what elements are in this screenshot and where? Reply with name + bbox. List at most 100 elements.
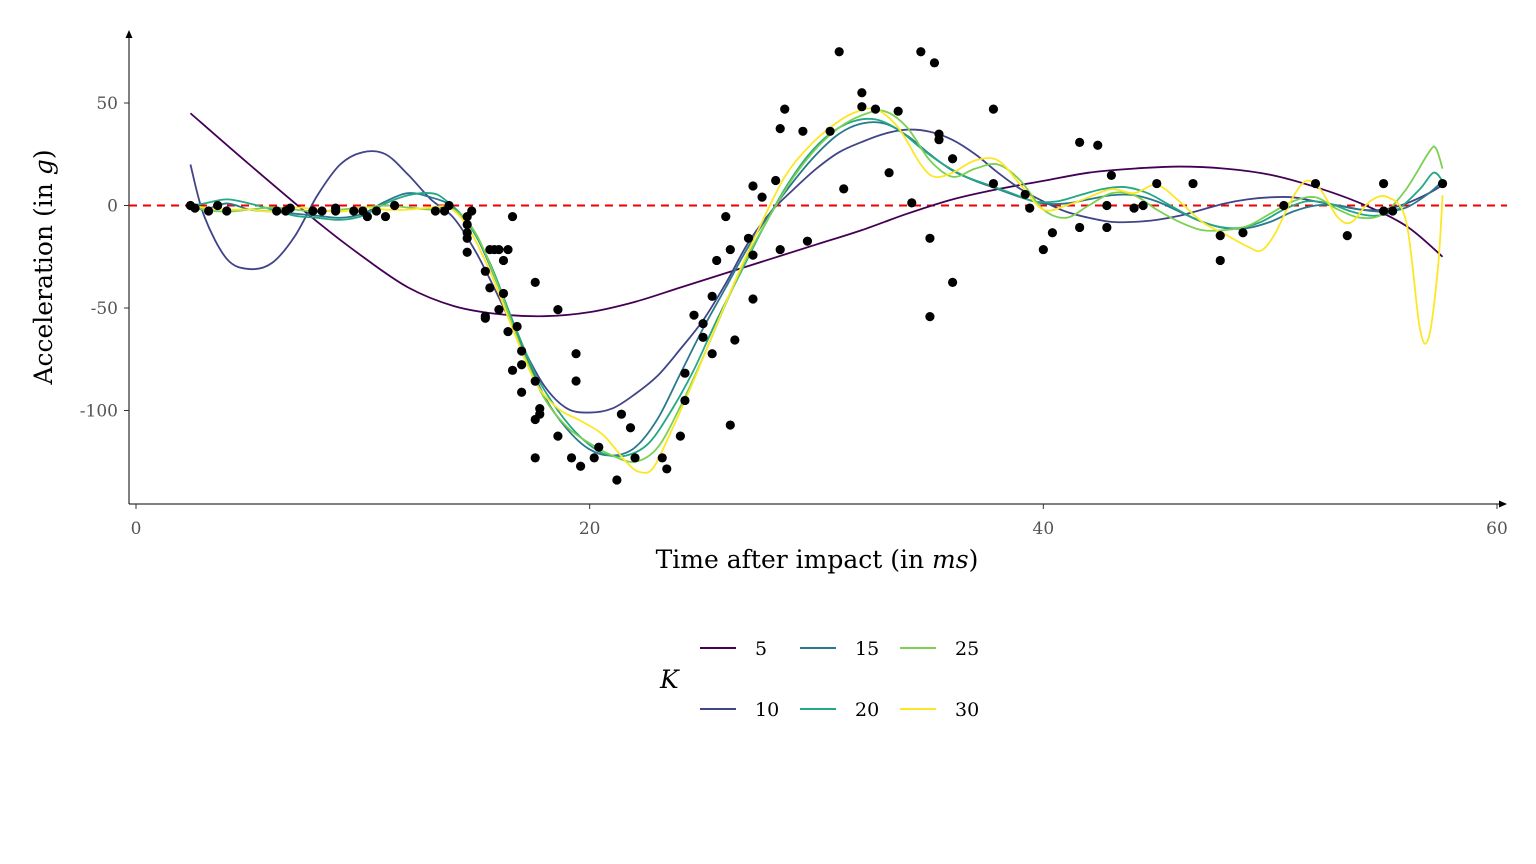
data-point: [730, 335, 740, 345]
data-point: [517, 387, 527, 397]
data-point: [1129, 203, 1139, 213]
data-point: [535, 404, 545, 414]
data-point: [517, 346, 527, 356]
data-point: [775, 124, 785, 134]
data-point: [285, 203, 295, 213]
data-point: [712, 255, 722, 266]
data-point: [1388, 206, 1398, 216]
data-point: [698, 318, 708, 329]
data-point: [430, 206, 441, 216]
data-point: [517, 360, 527, 370]
data-point: [222, 206, 232, 216]
data-point: [780, 104, 790, 114]
data-point: [571, 376, 581, 386]
data-point: [916, 47, 926, 57]
data-point: [575, 461, 586, 471]
data-point: [272, 206, 282, 216]
x-tick-label: 0: [131, 519, 142, 539]
data-point: [380, 211, 391, 222]
data-point: [771, 175, 781, 186]
data-point: [725, 244, 735, 255]
x-tick-label: 40: [1033, 519, 1055, 539]
data-point: [467, 206, 477, 216]
data-point: [948, 154, 958, 164]
data-point: [530, 453, 540, 463]
data-point: [625, 423, 636, 433]
data-point: [389, 200, 400, 211]
data-point: [743, 233, 754, 243]
y-axis-arrow: [125, 30, 133, 38]
data-point: [190, 203, 200, 213]
legend-label-k30: 30: [955, 699, 979, 721]
data-point: [662, 464, 672, 474]
data-point: [1342, 231, 1352, 241]
data-point: [707, 349, 717, 359]
data-point: [707, 291, 717, 301]
data-point: [203, 206, 214, 216]
data-point: [748, 250, 758, 260]
data-point: [988, 104, 999, 114]
data-point: [988, 178, 999, 189]
data-point: [1075, 222, 1085, 233]
data-point: [571, 349, 581, 359]
legend-label-k20: 20: [855, 699, 879, 721]
data-point: [1106, 170, 1116, 180]
data-point: [616, 409, 627, 419]
data-point: [1152, 178, 1162, 189]
series-line-k5: [189, 112, 1444, 318]
y-ticks: 50 0 -50 -100: [80, 94, 129, 422]
data-point: [907, 198, 917, 208]
x-ticks: 0 20 40 60: [131, 504, 1508, 539]
data-point: [948, 277, 958, 287]
series-layer: [189, 107, 1444, 474]
data-point: [1075, 137, 1085, 147]
data-point: [1102, 222, 1112, 233]
data-point: [1188, 178, 1198, 189]
x-axis-arrow: [1499, 500, 1507, 508]
data-point: [498, 255, 509, 266]
data-point: [893, 106, 903, 116]
y-tick-label: -50: [91, 299, 118, 319]
data-point: [1238, 228, 1248, 238]
data-point: [503, 244, 513, 255]
data-point: [530, 277, 540, 287]
data-point: [657, 453, 667, 463]
data-point: [1378, 206, 1389, 216]
x-axis-title: Time after impact (in ms): [656, 545, 979, 574]
series-line-k30: [190, 107, 1444, 474]
data-point: [802, 236, 813, 246]
data-point: [630, 453, 640, 463]
data-point: [480, 313, 490, 323]
data-point: [1047, 228, 1058, 238]
data-point: [213, 200, 223, 211]
legend-entries: 5 10 15 20 25 30: [700, 638, 979, 721]
series-line-k10: [189, 128, 1444, 414]
data-point: [530, 376, 540, 386]
y-tick-label: 50: [96, 94, 118, 114]
legend-title: K: [659, 665, 680, 694]
data-point: [839, 184, 849, 194]
data-point: [698, 332, 708, 342]
data-point: [462, 233, 472, 243]
data-point: [594, 442, 604, 452]
y-tick-label: 0: [107, 197, 118, 217]
x-tick-label: 60: [1486, 519, 1508, 539]
data-point: [884, 168, 894, 178]
data-point: [870, 104, 881, 114]
data-point: [1437, 178, 1448, 189]
data-point: [507, 211, 518, 222]
data-point: [680, 368, 690, 378]
legend-label-k15: 15: [855, 638, 879, 660]
data-point: [349, 206, 359, 216]
data-point: [929, 58, 940, 68]
axes: [125, 30, 1507, 508]
y-tick-label: -100: [80, 402, 118, 422]
x-tick-label: 20: [579, 519, 601, 539]
data-point: [680, 395, 690, 406]
data-point: [1378, 178, 1389, 189]
data-point: [925, 312, 935, 322]
data-point: [721, 211, 731, 222]
data-point: [612, 475, 622, 485]
data-point: [1102, 200, 1112, 211]
data-point: [507, 365, 518, 375]
